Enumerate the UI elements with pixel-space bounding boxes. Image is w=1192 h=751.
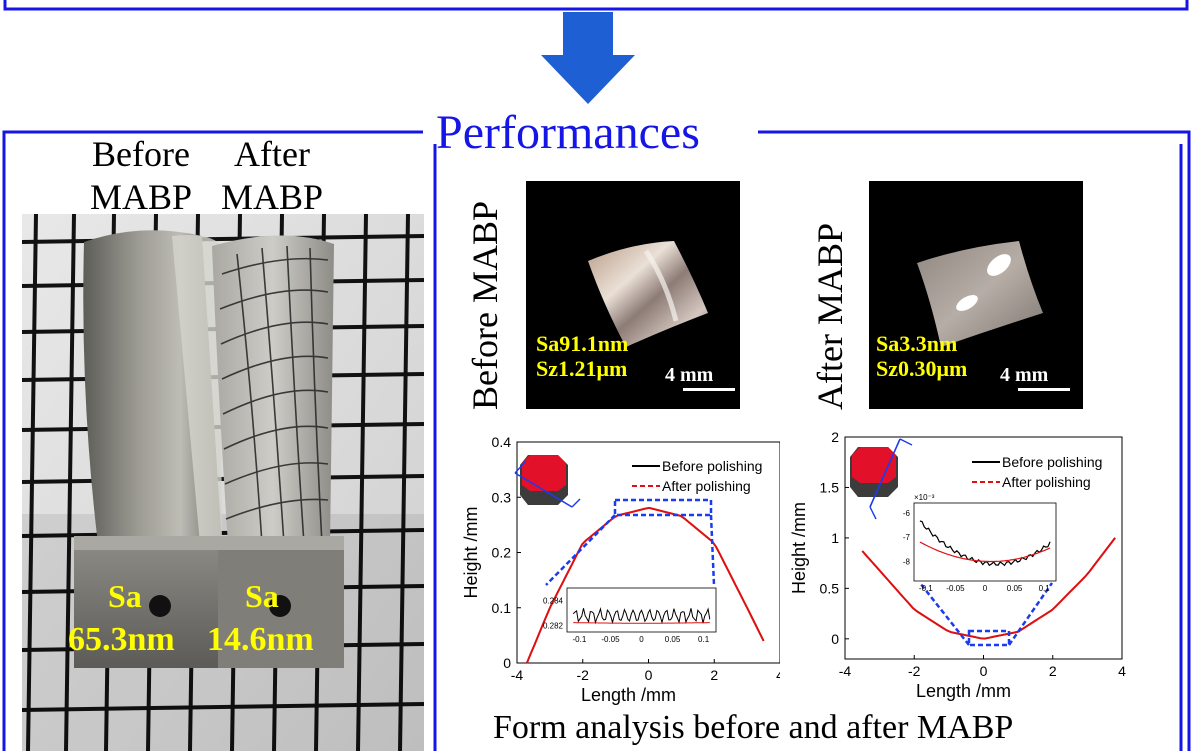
label-after-mabp: After MABP (220, 134, 324, 217)
sample-before-sz: Sz1.21μm (536, 356, 628, 381)
inset-x-tick-label: -0.05 (601, 635, 620, 644)
inset-x-tick-label: 0.05 (1007, 584, 1023, 593)
sa-label-left: Sa (108, 578, 142, 614)
inset-y-tick-label: -7 (903, 533, 911, 542)
inset-series-before (572, 606, 711, 625)
sample-after-illustration (917, 241, 1043, 347)
section-arrow-2 (899, 438, 913, 446)
y-axis-label: Height /mm (461, 506, 481, 598)
sample-after-photo (869, 181, 1083, 409)
legend-label: Before polishing (662, 458, 762, 474)
inset-series-after (573, 622, 710, 624)
x-tick-label: 2 (1049, 663, 1057, 679)
y-tick-label: 0.4 (492, 434, 512, 450)
blade-photo (22, 214, 424, 751)
sample-after-scale-label: 4 mm (1000, 364, 1049, 386)
section-arrow-1 (869, 506, 877, 520)
inset-x-tick-label: 0 (639, 635, 644, 644)
zoom-connector (709, 514, 716, 586)
sample-block-top (522, 455, 566, 491)
sample-after-side-label: After MABP (810, 223, 850, 410)
section-line (514, 472, 573, 508)
chart-1: -4 -2 0 2 4 0 0.1 0.2 0.3 0.4 Length /mm Height /mm… (461, 434, 780, 705)
inset-y-tick-label: -8 (903, 558, 911, 567)
inset-series-after (919, 541, 1051, 563)
series-line-after (525, 506, 765, 664)
label-before-mabp: Before MABP (89, 134, 193, 217)
sample-before-illustration (588, 241, 708, 347)
x-tick-label: 4 (1118, 663, 1126, 679)
zoom-connector (545, 514, 616, 586)
sample-after-scale-bar (1018, 388, 1070, 391)
inset-x-tick-label: -0.05 (946, 584, 965, 593)
x-axis-label: Length /mm (916, 681, 1011, 701)
sample-before-scale-label: 4 mm (665, 364, 714, 386)
chart-2: -4 -2 0 2 4 0 0.5 1 1.5 2 Length /mm Height /mm Befo… (789, 429, 1126, 701)
sample-block-icon (514, 455, 581, 508)
blade-photo-illustration (22, 214, 424, 751)
x-tick-label: -4 (839, 663, 852, 679)
inset-plot-area (913, 502, 1057, 582)
inset-y-tick-label: 0.284 (543, 597, 564, 606)
y-tick-label: 0.3 (492, 489, 512, 505)
inset-x-tick-label: 0.1 (698, 635, 710, 644)
y-axis-label: Height /mm (789, 502, 809, 594)
inset-y-tick-label: -6 (903, 509, 911, 518)
sample-before-photo (526, 181, 740, 409)
inset-x-tick-label: -0.1 (919, 584, 933, 593)
sample-before-scale-bar (683, 388, 735, 391)
x-tick-label: 0 (645, 667, 653, 683)
inset-x-tick-label: -0.1 (573, 635, 587, 644)
footer-caption: Form analysis before and after MABP (493, 709, 1014, 746)
y-tick-label: 1.5 (820, 479, 840, 495)
x-tick-label: -2 (908, 663, 921, 679)
legend-label: Before polishing (1002, 454, 1102, 470)
inset-x-tick-label: 0.05 (665, 635, 681, 644)
legend-label: After polishing (662, 478, 751, 494)
inset-x-tick-label: 0.1 (1039, 584, 1051, 593)
series-line-before (526, 507, 765, 664)
zoom-region-box (967, 629, 1011, 647)
x-tick-label: 2 (710, 667, 718, 683)
inset-y-tick-label: 0.282 (543, 622, 564, 631)
y-tick-label: 0 (503, 655, 511, 671)
section-title: Performances (436, 106, 700, 159)
x-tick-label: 4 (776, 667, 780, 683)
x-tick-label: -4 (511, 667, 524, 683)
inset-exponent: ×10⁻³ (914, 493, 935, 502)
section-arrow-1 (514, 460, 527, 474)
y-tick-label: 1 (831, 530, 839, 546)
sample-before-sa: Sa91.1nm (536, 331, 629, 356)
series-line-after (861, 537, 1116, 640)
y-tick-label: 0.2 (492, 545, 512, 561)
section-line (869, 438, 901, 508)
x-tick-label: -2 (577, 667, 590, 683)
sample-before-side-label: Before MABP (465, 201, 505, 410)
y-tick-label: 0.1 (492, 600, 512, 616)
zoom-region-box (613, 498, 713, 517)
y-tick-label: 0.5 (820, 580, 840, 596)
section-arrow-2 (571, 498, 581, 508)
sa-label-right: Sa (245, 578, 279, 614)
x-tick-label: 0 (980, 663, 988, 679)
zoom-connector (1007, 582, 1054, 646)
sample-after-sa: Sa3.3nm (876, 331, 958, 356)
sample-after-sz: Sz0.30μm (876, 356, 968, 381)
inset-series-before (919, 520, 1051, 567)
sa-value-right: 14.6nm (207, 621, 314, 658)
inset-x-tick-label: 0 (983, 584, 988, 593)
x-axis-label: Length /mm (581, 685, 676, 705)
zoom-connector (919, 582, 970, 646)
legend-label: After polishing (1002, 474, 1091, 490)
top-frame (3, 0, 1189, 11)
sample-block-icon (850, 438, 913, 520)
down-arrow-icon (541, 12, 635, 104)
y-tick-label: 0 (831, 631, 839, 647)
y-tick-label: 2 (831, 429, 839, 445)
sa-value-left: 65.3nm (68, 621, 175, 658)
